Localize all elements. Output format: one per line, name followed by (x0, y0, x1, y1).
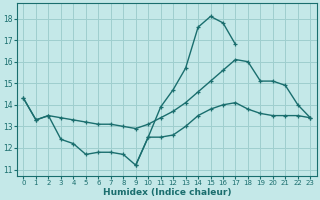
X-axis label: Humidex (Indice chaleur): Humidex (Indice chaleur) (103, 188, 231, 197)
